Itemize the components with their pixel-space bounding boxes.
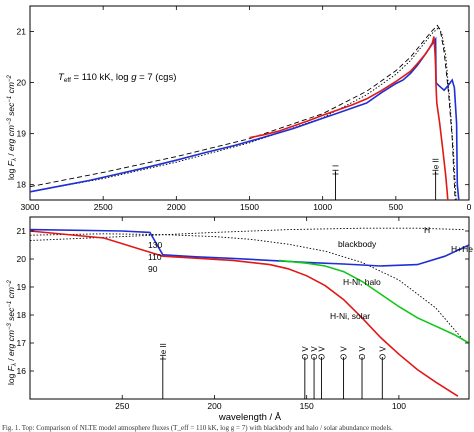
bottom-series-h-ni-halo bbox=[278, 259, 469, 344]
bottom-y-tick-label: 21 bbox=[17, 226, 27, 236]
top-x-tick-label: 1000 bbox=[313, 202, 332, 212]
top-series-1 bbox=[249, 36, 449, 200]
bottom-y-tick-label: 19 bbox=[17, 282, 27, 292]
top-y-tick-label: 21 bbox=[17, 27, 27, 37]
bottom-y-tick-label: 16 bbox=[17, 366, 27, 376]
top-plot-frame bbox=[29, 5, 470, 201]
bottom-y-tick-label: 20 bbox=[17, 254, 27, 264]
bottom-line-id-label: O V bbox=[378, 346, 387, 360]
label-HNi-solar: H-Ni, solar bbox=[330, 311, 370, 321]
top-series-0 bbox=[30, 36, 460, 200]
bottom-x-tick-label: 150 bbox=[300, 401, 314, 411]
top-line-id-label: H I bbox=[332, 165, 341, 175]
top-blackbody-curve-0 bbox=[30, 24, 456, 200]
bottom-x-tick-label: 200 bbox=[207, 401, 221, 411]
bottom-line-id-label: O V bbox=[310, 346, 319, 360]
top-x-tick-label: 500 bbox=[389, 202, 403, 212]
top-line-id-label: He II bbox=[432, 158, 441, 175]
bottom-line-id-label: O V bbox=[301, 346, 310, 360]
bottom-series-blackbody bbox=[30, 233, 464, 341]
label-blackbody: blackbody bbox=[338, 239, 377, 249]
top-axis-ticks: 3000 2500 2000 1500 1000 500 0 18 19 20 21 H I He II bbox=[17, 6, 472, 212]
bottom-x-axis-label: wavelength / Å bbox=[218, 412, 282, 423]
top-x-tick-label: 2000 bbox=[167, 202, 186, 212]
bottom-y-tick-label: 17 bbox=[17, 338, 27, 348]
label-H: H bbox=[424, 225, 430, 235]
top-y-tick-label: 18 bbox=[17, 180, 27, 190]
top-y-axis-label: log Fλ / erg cm−3 sec−1 cm−2 bbox=[6, 75, 18, 180]
top-x-tick-label: 1500 bbox=[240, 202, 259, 212]
top-annotation: Teff = 110 kK, log g = 7 (cgs) bbox=[58, 72, 176, 84]
figure-caption: Fig. 1. Top: Comparison of NLTE model at… bbox=[2, 424, 393, 432]
bottom-y-axis-label: log Fλ / erg cm−3 sec−1 cm−2 bbox=[6, 280, 18, 385]
bb-temp-90: 90 bbox=[148, 264, 158, 274]
bottom-line-id-label: He II bbox=[159, 343, 168, 360]
bottom-line-id-label: O V bbox=[340, 346, 349, 360]
top-panel: 3000 2500 2000 1500 1000 500 0 18 19 20 21 H I He II… bbox=[6, 5, 472, 212]
top-x-tick-label: 3000 bbox=[21, 202, 40, 212]
bb-temp-130: 130 bbox=[148, 240, 162, 250]
top-x-tick-label: 0 bbox=[467, 202, 472, 212]
top-y-tick-label: 19 bbox=[17, 129, 27, 139]
top-y-tick-label: 20 bbox=[17, 78, 27, 88]
bottom-x-tick-label: 250 bbox=[115, 401, 129, 411]
bottom-y-tick-label: 18 bbox=[17, 310, 27, 320]
bottom-line-id-label: O V bbox=[317, 346, 326, 360]
bottom-series-h-he bbox=[30, 228, 469, 267]
top-series bbox=[30, 24, 460, 200]
bottom-line-id-label: O V bbox=[358, 346, 367, 360]
label-H-He: H+He bbox=[451, 244, 473, 254]
bb-temp-110: 110 bbox=[148, 252, 162, 262]
bottom-series bbox=[30, 227, 469, 397]
bottom-series-h-ni-solar bbox=[30, 230, 459, 397]
label-HNi-halo: H-Ni, halo bbox=[343, 277, 381, 287]
bottom-plot-frame bbox=[29, 216, 470, 400]
bottom-series-h bbox=[30, 227, 464, 241]
top-blackbody-curve-1 bbox=[30, 26, 457, 200]
bottom-x-tick-label: 100 bbox=[392, 401, 406, 411]
top-x-tick-label: 2500 bbox=[94, 202, 113, 212]
